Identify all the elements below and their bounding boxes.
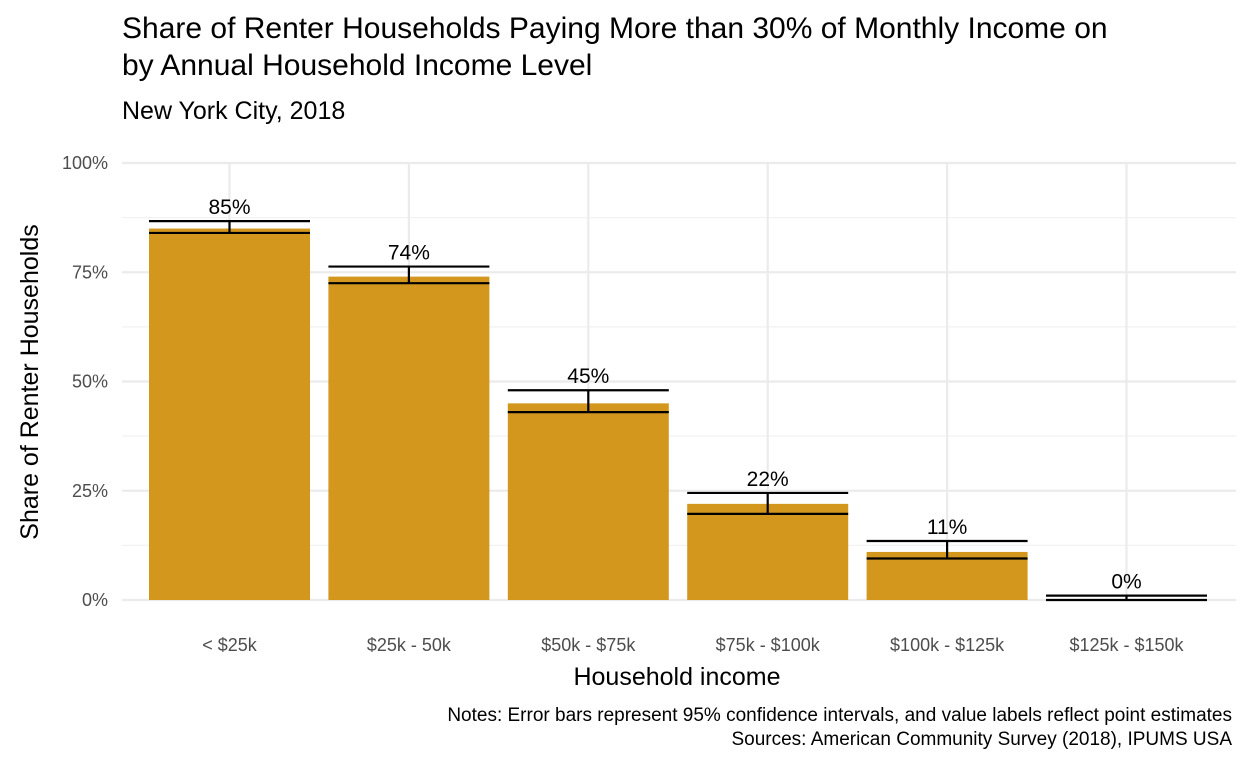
chart-title-line-1: Share of Renter Households Paying More t…: [122, 12, 1108, 45]
y-tick-label: 25%: [72, 481, 108, 501]
data-label: 0%: [1111, 571, 1141, 594]
bar-3: [687, 503, 849, 600]
y-tick-label: 100%: [62, 153, 108, 173]
y-tick-label: 75%: [72, 262, 108, 282]
bar-2: [507, 403, 669, 600]
x-axis-title: Household income: [573, 663, 780, 691]
y-tick-label: 50%: [72, 372, 108, 392]
y-tick-label: 0%: [82, 590, 108, 610]
sources-text: Sources: American Community Survey (2018…: [731, 729, 1232, 750]
chart-notes: Notes: Error bars represent 95% confiden…: [447, 704, 1232, 752]
bars: [149, 228, 1028, 601]
chart-title-line-2: by Annual Household Income Level: [122, 49, 593, 82]
x-tick-label: $125k - $150k: [1069, 635, 1184, 655]
error-bars: [149, 220, 1207, 602]
notes-text: Notes: Error bars represent 95% confiden…: [447, 705, 1232, 726]
y-axis-ticks: 0% 25% 50% 75% 100%: [62, 153, 108, 610]
x-tick-label: $100k - $125k: [890, 635, 1005, 655]
x-tick-label: < $25k: [202, 635, 258, 655]
data-label: 85%: [208, 196, 250, 219]
chart-title: Share of Renter Households Paying More t…: [122, 10, 1108, 84]
bar-0: [149, 228, 310, 601]
bar-1: [328, 276, 490, 600]
data-label: 45%: [567, 365, 609, 388]
data-label: 22%: [747, 468, 789, 491]
bar-chart: 85% 74% 45% 22% 11% 0% 0% 25% 50% 75% 100% < $25k…: [16, 153, 1236, 691]
data-label: 74%: [388, 242, 430, 265]
data-label: 11%: [927, 516, 967, 539]
data-labels: 85% 74% 45% 22% 11% 0%: [208, 196, 1141, 594]
x-tick-label: $25k - 50k: [367, 635, 452, 655]
bar-4: [866, 551, 1028, 600]
y-axis-title: Share of Renter Households: [16, 224, 44, 539]
x-tick-label: $50k - $75k: [541, 635, 636, 655]
x-axis-ticks: < $25k $25k - 50k $50k - $75k $75k - $100k $…: [202, 635, 1184, 655]
x-tick-label: $75k - $100k: [716, 635, 821, 655]
chart-subtitle: New York City, 2018: [122, 97, 346, 125]
